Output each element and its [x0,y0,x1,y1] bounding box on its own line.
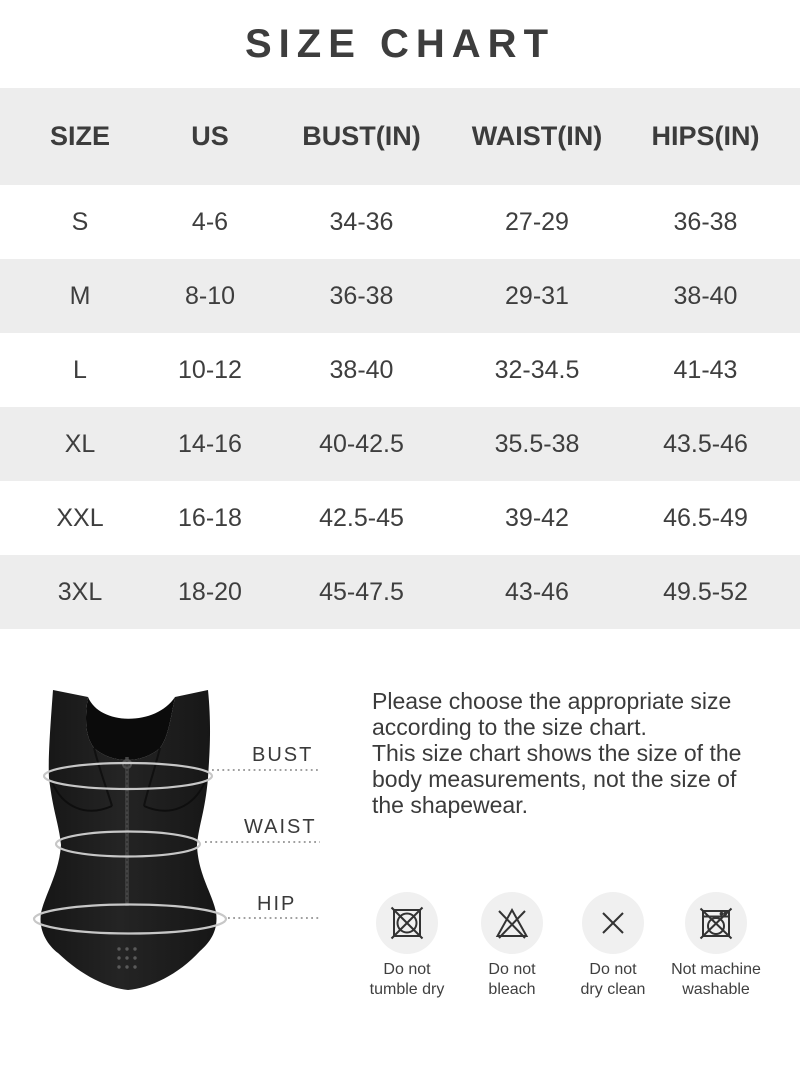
table-cell: 4-6 [191,207,229,236]
table-cell: 10-12 [178,355,242,384]
waist-measure-ellipse [54,830,202,858]
table-cell: 38-40 [673,281,738,310]
column-header-us: US [191,121,229,151]
table-cell: 16-18 [178,503,242,532]
care-instructions: Do not tumble dry Do not bleach [0,892,800,1012]
sizing-note-line: according to the size chart. [372,714,647,740]
table-row-3xl: 3XL 18-20 45-47.5 43-46 49.5-52 [0,555,800,629]
table-row-xl: XL 14-16 40-42.5 35.5-38 43.5-46 [0,407,800,481]
table-row-m: M 8-10 36-38 29-31 38-40 [0,259,800,333]
table-cell: 36-38 [673,207,738,236]
sizing-note-line: body measurements, not the size of [372,766,737,792]
bust-label: BUST [252,744,314,766]
size-table-header-row: SIZE US BUST(IN) WAIST(IN) HIPS(IN) [0,88,800,185]
table-cell: 34-36 [329,207,394,236]
column-header-bust: BUST(IN) [302,121,421,151]
table-cell: 45-47.5 [319,577,404,606]
table-cell: 3XL [57,577,103,606]
table-cell: 38-40 [329,355,394,384]
care-label: Not machine washable [671,961,761,998]
table-row-s: S 4-6 34-36 27-29 36-38 [0,185,800,259]
table-cell: 35.5-38 [494,429,580,458]
hip-label: HIP [257,893,297,915]
column-header-hips: HIPS(IN) [651,121,760,151]
table-cell: 43-46 [505,577,569,606]
table-cell: 42.5-45 [319,503,404,532]
table-cell: S [71,207,89,236]
table-cell: 49.5-52 [663,577,748,606]
table-cell: 14-16 [178,429,242,458]
table-row-xxl: XXL 16-18 42.5-45 39-42 46.5-49 [0,481,800,555]
bodysuit-illustration [32,690,320,990]
column-header-waist: WAIST(IN) [471,121,603,151]
care-item-not-machine-washable: Not machine washable [651,892,781,1000]
table-cell: 18-20 [178,577,242,606]
table-cell: 29-31 [505,281,569,310]
table-cell: 36-38 [329,281,394,310]
table-cell: XXL [56,503,104,532]
bust-measure-ellipse [42,761,214,791]
care-item-do-not-dry-clean: Do not dry clean [548,892,678,1000]
bodysuit-back-panel [86,697,175,760]
care-item-do-not-tumble-dry: Do not tumble dry [342,892,472,1000]
sizing-note-line: This size chart shows the size of the [372,740,742,766]
table-cell: XL [64,429,96,458]
sizing-note-line: Please choose the appropriate size [372,688,732,714]
table-cell: 39-42 [505,503,569,532]
care-label: Do not dry clean [580,961,646,998]
table-cell: 41-43 [673,355,738,384]
do-not-tumble-dry-icon [376,892,438,954]
sizing-note: Please choose the appropriate size accor… [372,688,741,818]
waist-label: WAIST [244,816,317,838]
table-cell: M [69,281,91,310]
table-cell: 46.5-49 [663,503,748,532]
column-header-size: SIZE [49,121,110,151]
table-cell: 43.5-46 [663,429,748,458]
care-label: Do not tumble dry [369,961,445,998]
not-machine-washable-icon [685,892,747,954]
table-cell: 27-29 [505,207,569,236]
care-label: Do not bleach [488,961,536,998]
table-cell: 40-42.5 [319,429,404,458]
sizing-note-line: the shapewear. [372,792,529,818]
hip-measure-ellipse [32,903,228,935]
page-title: SIZE CHART [245,22,555,66]
care-item-do-not-bleach: Do not bleach [447,892,577,1000]
do-not-bleach-icon [481,892,543,954]
table-row-l: L 10-12 38-40 32-34.5 41-43 [0,333,800,407]
size-table: SIZE US BUST(IN) WAIST(IN) HIPS(IN) S 4-… [0,88,800,629]
table-cell: 8-10 [184,281,236,310]
table-cell: 32-34.5 [494,355,580,384]
table-cell: L [73,355,87,384]
do-not-dry-clean-icon [582,892,644,954]
hook-closures [117,947,137,969]
